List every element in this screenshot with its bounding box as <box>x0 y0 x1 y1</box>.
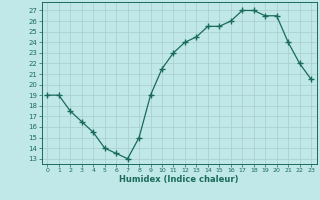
X-axis label: Humidex (Indice chaleur): Humidex (Indice chaleur) <box>119 175 239 184</box>
